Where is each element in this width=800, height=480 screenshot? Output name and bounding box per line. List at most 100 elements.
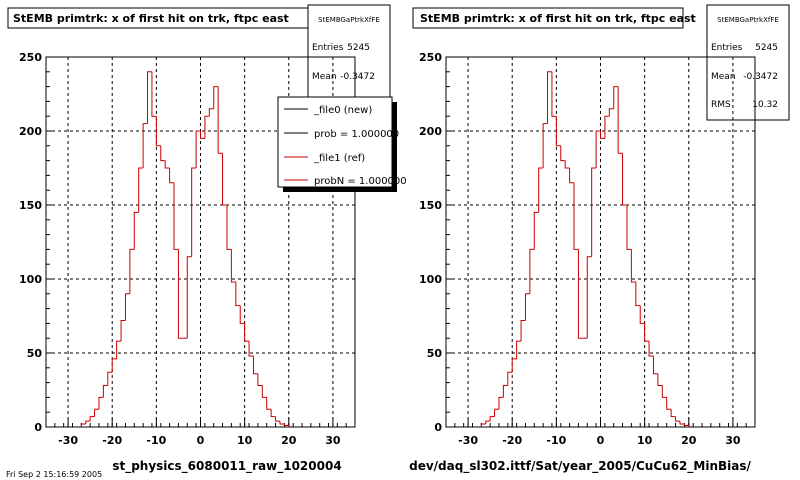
- histogram-bin: [679, 421, 685, 425]
- histogram-series: [80, 71, 290, 427]
- x-tick-label: -20: [502, 434, 522, 447]
- histogram-bin: [652, 355, 658, 375]
- histogram-bin: [89, 416, 95, 422]
- histogram-bin: [604, 115, 610, 139]
- histogram-bin: [266, 397, 272, 410]
- histogram-bin: [138, 167, 144, 213]
- histogram-bin: [147, 71, 152, 124]
- y-tick-label: 150: [19, 199, 42, 212]
- histogram-bin: [208, 108, 214, 117]
- histogram-bin: [600, 131, 605, 139]
- histogram-bin: [275, 416, 280, 422]
- y-axis: 0 50 100 150 200 250: [419, 51, 454, 434]
- histogram-bin: [577, 249, 583, 339]
- histogram-bin: [120, 319, 126, 342]
- histogram-bin: [102, 385, 108, 398]
- histogram-bin: [569, 168, 575, 184]
- y-tick-label: 100: [419, 273, 442, 286]
- stats-entries-label: Entries: [711, 43, 743, 53]
- histogram-bin: [502, 385, 508, 398]
- histogram-bin: [511, 358, 517, 373]
- histogram-bin: [151, 71, 157, 117]
- y-tick-label: 100: [19, 273, 42, 286]
- x-tick-label: -10: [546, 434, 566, 447]
- y-tick-label: 50: [427, 347, 443, 360]
- histogram-bin: [661, 385, 667, 398]
- histogram-bin: [613, 86, 619, 109]
- x-tick-label: 30: [325, 434, 341, 447]
- histogram-bin: [129, 248, 135, 294]
- histogram-bin: [169, 168, 175, 184]
- histogram-bin: [657, 373, 663, 387]
- histogram-bin: [507, 371, 513, 386]
- histogram-bin: [261, 385, 267, 398]
- histogram-bin: [133, 211, 139, 250]
- histogram-bin: [573, 182, 579, 250]
- histogram-bin: [204, 115, 210, 139]
- y-tick-label: 200: [419, 125, 442, 138]
- y-tick-label: 150: [419, 199, 442, 212]
- x-tick-label: 30: [725, 434, 741, 447]
- stats-mean-value: -0.3472: [340, 72, 375, 82]
- x-tick-label: 20: [281, 434, 297, 447]
- x-tick-label: 10: [637, 434, 653, 447]
- histogram-bin: [213, 86, 219, 109]
- histogram-bin: [555, 116, 561, 147]
- histogram-bin: [551, 71, 557, 117]
- stats-entries-value: 5245: [347, 43, 370, 53]
- stats-mean-label: Mean: [312, 72, 337, 82]
- histogram-bin: [98, 396, 104, 410]
- footer-date: Fri Sep 2 15:16:59 2005: [6, 470, 102, 479]
- histogram-bin: [586, 256, 592, 339]
- histogram-bin: [257, 373, 263, 387]
- histogram-bin: [608, 108, 614, 117]
- histogram-bin: [111, 358, 117, 373]
- legend: _file0 (new) prob = 1.000000 _file1 (ref…: [277, 96, 407, 192]
- histogram-bin: [222, 153, 227, 206]
- histogram-bin: [683, 424, 689, 427]
- histogram-bin: [564, 160, 570, 169]
- histogram-bin: [173, 182, 179, 250]
- x-axis-label: st_physics_6080011_raw_1020004: [112, 459, 341, 474]
- histogram-bin: [217, 86, 223, 154]
- stats-rms-label: RMS: [711, 100, 731, 110]
- x-tick-label: -10: [146, 434, 166, 447]
- stats-name: StEMBGaPtrkXfFE: [318, 16, 380, 24]
- histogram-bin: [177, 249, 183, 339]
- histogram-bin: [498, 396, 504, 410]
- histogram-bin: [124, 293, 130, 321]
- histogram-bin: [186, 256, 192, 339]
- histogram-bin: [94, 408, 99, 417]
- histogram-bin: [252, 355, 258, 375]
- histogram-bin: [191, 167, 197, 257]
- stats-mean-label: Mean: [711, 72, 736, 82]
- histogram-bin: [524, 293, 530, 321]
- legend-label-new: _file0 (new): [313, 105, 372, 116]
- histogram-bin: [248, 341, 254, 357]
- x-axis: -30 -20 -10 0 10 20 30: [45, 418, 356, 447]
- stats-entries-label: Entries: [312, 43, 344, 53]
- histogram-bin: [494, 408, 499, 417]
- x-tick-label: 0: [597, 434, 605, 447]
- histogram-bin: [529, 248, 535, 294]
- histogram-bin: [595, 130, 601, 168]
- histogram-bin: [160, 145, 166, 162]
- histogram-bin: [195, 130, 201, 168]
- title-box: [412, 7, 684, 29]
- y-tick-label: 50: [27, 347, 43, 360]
- histogram-bin: [270, 409, 276, 418]
- histogram-bin: [80, 423, 86, 427]
- histogram-bin: [239, 305, 245, 324]
- histogram-bin: [648, 341, 654, 357]
- histogram-bin: [279, 421, 285, 425]
- y-axis: 0 50 100 150 200 250: [19, 51, 54, 434]
- y-tick-label: 250: [419, 51, 442, 64]
- chart-title: StEMB primtrk: x of first hit on trk, ft…: [420, 12, 696, 25]
- y-tick-label: 200: [19, 125, 42, 138]
- histogram-bin: [516, 340, 522, 359]
- histogram-bin: [155, 116, 161, 147]
- histogram-bin: [164, 160, 170, 169]
- histogram-bin: [244, 323, 250, 342]
- histogram-bin: [547, 71, 552, 124]
